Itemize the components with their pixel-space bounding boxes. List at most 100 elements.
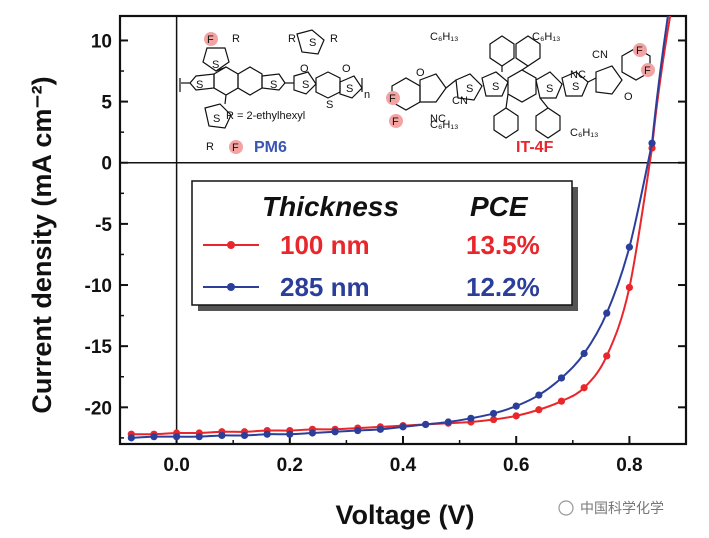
legend-marker-100nm xyxy=(227,241,235,249)
data-point-285nm xyxy=(354,426,362,435)
x-tick-label: 0.2 xyxy=(277,455,303,476)
data-point-285nm xyxy=(308,429,317,437)
svg-text:CN: CN xyxy=(592,49,608,61)
svg-text:S: S xyxy=(212,59,219,71)
svg-text:F: F xyxy=(644,65,651,77)
data-point-285nm xyxy=(240,431,249,440)
svg-text:S: S xyxy=(466,83,473,95)
reference-lines xyxy=(120,16,686,444)
y-tick-label: 0 xyxy=(101,154,112,175)
data-point-285nm xyxy=(603,309,611,317)
data-point-100nm xyxy=(512,412,520,420)
pm6-label: PM6 xyxy=(254,139,287,156)
data-point-100nm xyxy=(535,406,543,414)
svg-text:S: S xyxy=(326,99,333,111)
legend: Thickness PCE 100 nm 13.5% 285 nm 12.2% xyxy=(191,180,578,311)
svg-text:S: S xyxy=(302,79,309,91)
y-tick-label: -20 xyxy=(85,398,112,419)
data-point-100nm xyxy=(557,397,566,405)
watermark-text: 中国科学化学 xyxy=(580,501,664,517)
wechat-icon xyxy=(558,500,574,516)
data-point-285nm xyxy=(195,433,203,441)
svg-text:C₆H₁₃: C₆H₁₃ xyxy=(570,127,599,139)
x-axis-title: Voltage (V) xyxy=(335,500,474,530)
svg-text:C₆H₁₃: C₆H₁₃ xyxy=(430,119,459,131)
data-point-285nm xyxy=(218,431,226,440)
data-point-285nm xyxy=(648,139,656,147)
legend-pce-285nm: 12.2% xyxy=(466,272,540,302)
y-tick-label: 5 xyxy=(101,93,112,114)
pm6-fluorines: F F xyxy=(204,32,243,154)
legend-label-100nm: 100 nm xyxy=(280,230,370,260)
pm6-structure xyxy=(179,29,363,129)
legend-box xyxy=(191,180,573,306)
it4f-fluorines: F F F F xyxy=(386,43,655,128)
svg-text:NC: NC xyxy=(430,113,446,125)
it4f-atoms: C₆H₁₃ C₆H₁₃ C₆H₁₃ C₆H₁₃ O O CN NC CN NC … xyxy=(416,31,633,139)
svg-text:CN: CN xyxy=(452,95,468,107)
data-point-285nm xyxy=(127,434,135,442)
svg-text:S: S xyxy=(213,113,220,125)
legend-header-thickness: Thickness xyxy=(262,191,399,222)
svg-text:S: S xyxy=(270,79,277,91)
watermark: 中国科学化学 xyxy=(558,500,664,517)
svg-text:NC: NC xyxy=(570,69,586,81)
x-tick-label: 0.4 xyxy=(390,455,417,476)
svg-text:C₆H₁₃: C₆H₁₃ xyxy=(430,31,459,43)
svg-text:S: S xyxy=(309,37,316,49)
svg-text:n: n xyxy=(364,89,370,101)
svg-text:C₆H₁₃: C₆H₁₃ xyxy=(532,31,561,43)
data-point-285nm xyxy=(399,423,407,431)
x-tick-label: 0.0 xyxy=(163,455,189,476)
svg-text:R: R xyxy=(288,33,296,45)
data-point-285nm xyxy=(444,418,452,426)
legend-label-285nm: 285 nm xyxy=(280,272,370,302)
svg-text:O: O xyxy=(416,67,425,79)
data-point-285nm xyxy=(422,420,430,429)
data-point-285nm xyxy=(150,433,158,441)
svg-text:S: S xyxy=(196,79,203,91)
legend-marker-285nm xyxy=(227,283,235,291)
y-tick-label: -5 xyxy=(95,215,112,236)
data-point-100nm xyxy=(489,415,498,424)
y-tick-label: 10 xyxy=(91,31,112,52)
data-point-100nm xyxy=(603,352,611,360)
svg-text:S: S xyxy=(492,81,499,93)
pm6-atoms: R S S S S R S S R R O O S S n R = 2-ethy… xyxy=(196,33,370,153)
y-tick-label: -15 xyxy=(85,337,113,358)
data-point-285nm xyxy=(512,402,520,410)
x-tick-label: 0.8 xyxy=(616,455,642,476)
data-point-100nm xyxy=(580,384,588,392)
it4f-label: IT-4F xyxy=(516,139,554,156)
data-point-285nm xyxy=(535,391,543,399)
svg-text:O: O xyxy=(300,63,309,75)
legend-header-pce: PCE xyxy=(470,191,529,222)
data-point-285nm xyxy=(376,425,384,433)
data-point-285nm xyxy=(557,374,566,382)
data-point-285nm xyxy=(625,243,634,251)
svg-text:S: S xyxy=(346,83,353,95)
svg-text:F: F xyxy=(636,45,643,57)
series-layer xyxy=(127,15,672,442)
svg-text:O: O xyxy=(342,63,351,75)
data-point-285nm xyxy=(331,428,339,436)
svg-text:R: R xyxy=(330,33,338,45)
data-point-285nm xyxy=(580,349,588,358)
y-tick-label: -10 xyxy=(85,276,112,297)
svg-text:F: F xyxy=(392,116,399,128)
svg-text:F: F xyxy=(207,34,214,46)
svg-text:S: S xyxy=(546,83,553,95)
data-point-285nm xyxy=(173,433,181,441)
svg-text:S: S xyxy=(572,81,579,93)
y-axis-title: Current density (mA cm⁻²) xyxy=(27,76,57,413)
legend-pce-100nm: 13.5% xyxy=(466,230,540,260)
svg-text:F: F xyxy=(389,93,396,105)
x-tick-label: 0.6 xyxy=(503,455,529,476)
svg-text:F: F xyxy=(232,142,239,154)
data-point-285nm xyxy=(467,414,475,422)
svg-text:R: R xyxy=(232,33,240,45)
data-point-285nm xyxy=(489,409,498,418)
svg-text:R = 2-ethylhexyl: R = 2-ethylhexyl xyxy=(226,110,305,122)
data-point-285nm xyxy=(263,430,271,438)
